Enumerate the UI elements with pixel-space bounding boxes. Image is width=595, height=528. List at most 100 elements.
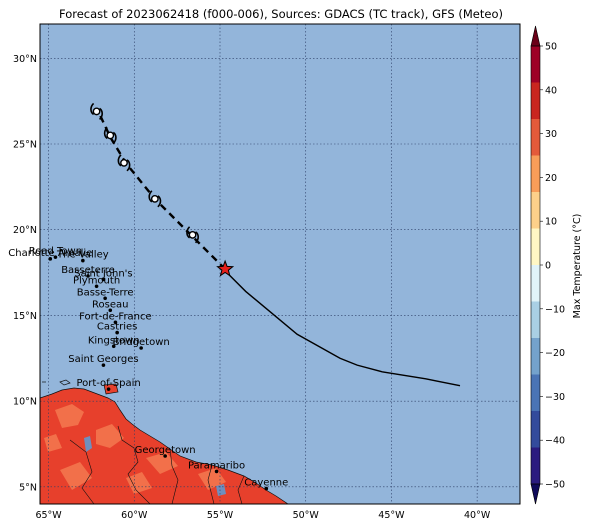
- y-tick-label: 20°N: [13, 225, 37, 236]
- gridlines: [40, 24, 520, 504]
- cyclone-eye: [150, 194, 159, 203]
- city-marker: [86, 274, 90, 278]
- cyclone-eye: [106, 131, 115, 140]
- colorbar-segment: [531, 374, 540, 411]
- y-tick-label: 5°N: [19, 482, 37, 493]
- colorbar-tick-label: 0: [545, 261, 551, 272]
- city-label: Road Town: [29, 246, 82, 257]
- colorbar-tick-label: 50: [545, 42, 557, 53]
- city-marker: [48, 257, 53, 261]
- y-axis-ticks: 30°N 25°N 20°N 15°N 10°N 5°N: [13, 54, 37, 494]
- x-tick-label: 45°W: [378, 510, 405, 521]
- city-marker: [81, 258, 85, 263]
- observed-track-line: [224, 270, 461, 387]
- cyclone-arm-top: [117, 154, 122, 167]
- city-label: Georgetown: [135, 445, 196, 456]
- colorbar-tick-label: 30: [545, 129, 557, 140]
- land-warm-patch-5: [198, 468, 226, 490]
- y-tick-label: 15°N: [13, 311, 37, 322]
- city-label: Castries: [97, 322, 138, 333]
- city-label: Charlotte Amalie: [8, 248, 92, 259]
- city-label: Saint Georges: [68, 354, 138, 365]
- cyclone-arm-bottom: [194, 231, 199, 244]
- colorbar-segment: [531, 155, 540, 192]
- city-marker: [106, 387, 111, 391]
- city-marker: [214, 469, 219, 474]
- colorbar-tick-label: −20: [545, 348, 565, 359]
- city-marker: [111, 344, 116, 349]
- colorbar-tick-label: −30: [545, 392, 565, 403]
- cyclone-arm-bottom: [126, 159, 131, 172]
- cyclone-arm-top: [186, 226, 191, 239]
- colorbar-segment: [531, 82, 540, 119]
- cyclone-icon: [103, 126, 117, 144]
- x-tick-label: 40°W: [464, 510, 491, 521]
- city-marker: [139, 346, 143, 350]
- cyclone-arm-bottom: [98, 107, 103, 120]
- colorbar-extend-top: [530, 25, 541, 47]
- cyclone-icon: [90, 102, 103, 120]
- cyclone-arm-top: [148, 190, 153, 203]
- city-marker: [115, 330, 119, 335]
- colorbar-segment: [531, 119, 540, 156]
- x-tick-label: 55°W: [207, 510, 234, 521]
- city-label: Plymouth: [73, 275, 120, 286]
- city-marker: [101, 277, 106, 282]
- colorbar-tick-label: 20: [545, 173, 557, 184]
- track-group: [90, 102, 461, 387]
- cyclone-arm-top: [90, 102, 95, 116]
- cyclone-arm-top: [103, 126, 108, 140]
- x-tick-label: 60°W: [121, 510, 148, 521]
- colorbar-segment: [531, 338, 540, 375]
- colorbar-segment: [531, 46, 540, 83]
- cyclone-eye: [92, 107, 101, 116]
- temperature-colorbar: 50 40 30 20 10 0 −10 −20 −30 −40 −50: [530, 25, 565, 505]
- city-marker: [264, 486, 269, 491]
- colorbar-tick-label: 10: [545, 217, 557, 228]
- land-group: [40, 379, 289, 504]
- x-axis-ticks: 65°W 60°W 55°W 50°W 45°W 40°W: [35, 510, 490, 521]
- cyclone-eye: [188, 230, 197, 239]
- colorbar-label: Max Temperature (°C): [572, 214, 583, 319]
- y-tick-label: 30°N: [13, 54, 37, 65]
- x-tick-label: 50°W: [293, 510, 320, 521]
- country-borders: [69, 425, 245, 504]
- city-marker: [113, 320, 118, 325]
- lake-patch-1: [84, 436, 92, 452]
- land-warm-patch-2: [96, 424, 124, 448]
- city-label: Bridgetown: [113, 337, 170, 348]
- city-marker: [108, 308, 113, 313]
- trinidad-island: [103, 383, 119, 395]
- colorbar-extend-bottom: [530, 483, 541, 505]
- city-label: Saint John's: [74, 268, 132, 279]
- city-label: Fort-de-France: [79, 311, 152, 322]
- city-label: Paramaribo: [188, 460, 245, 471]
- city-label: Port-of-Spain: [76, 378, 140, 389]
- land-warm-patch-1: [55, 404, 84, 428]
- y-tick-label: 10°N: [13, 397, 37, 408]
- cyclone-icon: [117, 154, 131, 172]
- map-frame: [39, 23, 521, 505]
- cyclone-icon: [186, 226, 199, 244]
- current-position-star-icon: [216, 259, 235, 277]
- cyclone-arm-bottom: [112, 131, 117, 144]
- y-tick-label: 25°N: [13, 140, 37, 151]
- island-speck-1: [59, 379, 71, 386]
- city-marker: [53, 255, 58, 259]
- city-marker: [103, 296, 107, 301]
- city-label: Kingstown: [88, 335, 140, 346]
- colorbar-tick-label: 40: [545, 85, 557, 96]
- colorbar-segment: [531, 265, 540, 302]
- city-marker: [94, 284, 99, 289]
- city-label: The Valley: [56, 250, 109, 261]
- colorbar-segment: [531, 192, 540, 229]
- colorbar-segment: [531, 301, 540, 338]
- city-label: Roseau: [92, 299, 128, 310]
- colorbar-segment: [531, 411, 540, 448]
- colorbar-tick-label: −50: [545, 480, 565, 491]
- land-warm-patch-6: [126, 472, 152, 494]
- south-america-land: [40, 387, 289, 504]
